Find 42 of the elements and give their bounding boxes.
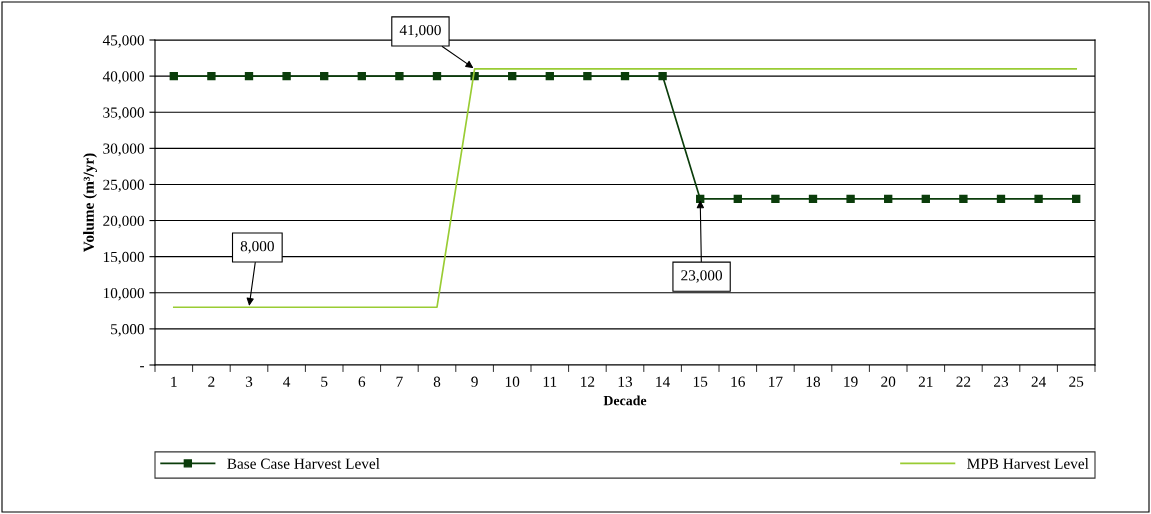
x-tick-label: 25 [1069, 376, 1084, 387]
x-tick-label: 17 [769, 376, 783, 387]
x-tick-label: 8 [433, 376, 441, 387]
x-tick-label: 18 [806, 376, 821, 387]
x-tick-label: 14 [656, 376, 670, 387]
y-tick-label: 45,000 [102, 35, 144, 48]
x-tick-label: 4 [283, 376, 291, 387]
y-tick-label: 5,000 [111, 324, 144, 337]
y-tick-label: 40,000 [102, 71, 144, 84]
x-tick-label: 12 [581, 376, 595, 387]
y-tick-label: 35,000 [103, 107, 144, 120]
annotation: 8,000 [240, 241, 274, 254]
x-tick-label: 23 [994, 376, 1009, 387]
x-tick-label: 1 [171, 376, 177, 387]
y-tick-label: 25,000 [103, 179, 144, 193]
x-tick-label: 20 [881, 376, 896, 387]
x-tick-label: 7 [396, 376, 403, 387]
annotation: 23,000 [681, 270, 723, 283]
x-tick-label: 5 [321, 376, 328, 387]
y-tick-label: 20,000 [103, 215, 144, 229]
legend-label: Base Case Harvest Level [227, 458, 380, 469]
x-tick-label: 16 [731, 376, 745, 387]
legend-label: MPB Harvest Level [967, 458, 1089, 469]
x-tick-label: 11 [543, 376, 557, 387]
y-tick-label: 30,000 [103, 143, 144, 156]
x-tick-label: 2 [208, 376, 215, 387]
x-tick-label: 9 [471, 376, 478, 387]
x-tick-label: 22 [956, 376, 971, 387]
annotation: 41,000 [399, 24, 441, 38]
x-tick-label: 24 [1031, 376, 1046, 387]
x-tick-label: 13 [618, 376, 633, 387]
y-tick-label: - [140, 366, 145, 368]
x-tick-label: 15 [693, 376, 708, 387]
x-tick-label: 10 [505, 376, 520, 387]
x-tick-label: 3 [245, 376, 253, 387]
x-tick-label: 19 [844, 376, 858, 387]
x-axis-title: Decade [603, 395, 647, 406]
x-tick-label: 6 [358, 376, 366, 387]
y-axis-title: Volume (m³/yr) [83, 153, 98, 253]
y-tick-label: 10,000 [103, 287, 144, 301]
y-tick-label: 15,000 [103, 251, 144, 265]
x-tick-label: 21 [918, 376, 933, 387]
